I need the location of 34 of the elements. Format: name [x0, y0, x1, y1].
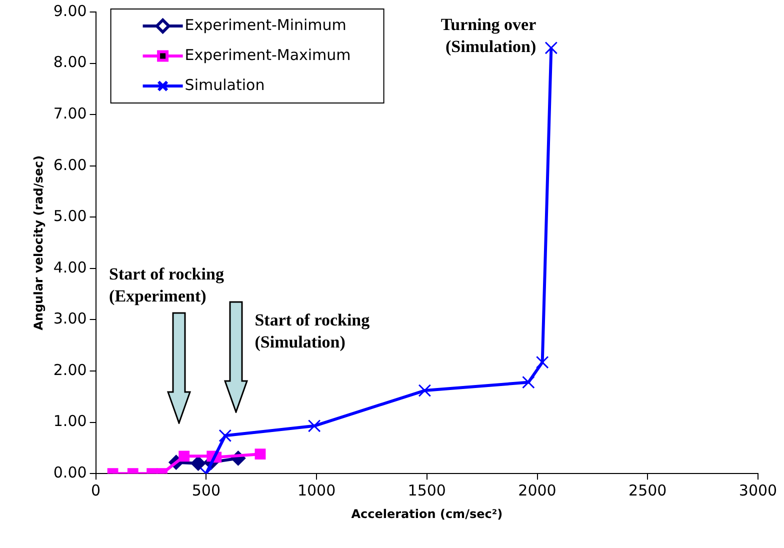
point [254, 448, 266, 460]
y-tick-label: 2.00 [53, 360, 87, 379]
y-tick-label: 8.00 [53, 53, 87, 72]
x-tick-label: 500 [192, 481, 220, 500]
point [536, 356, 549, 369]
x-tick-label: 1500 [408, 481, 446, 500]
annotation: Start of rocking (Experiment) [109, 264, 224, 306]
point [308, 419, 321, 432]
annotation: Turning over (Simulation) [440, 15, 537, 56]
y-tick-label: 1.00 [53, 412, 87, 430]
y-tick-label: 7.00 [53, 104, 87, 122]
y-tick-label: 9.00 [53, 2, 87, 20]
y-tick-label: 0.00 [53, 463, 87, 482]
point [522, 376, 535, 389]
point [190, 456, 206, 471]
y-axis-title: Angular velocity (rad/sec) [31, 155, 46, 330]
x-tick-label: 2500 [628, 481, 667, 500]
point [418, 384, 432, 397]
x-tick-label: 3000 [738, 481, 778, 500]
legend-label: Simulation [184, 76, 265, 94]
y-tick-label: 4.00 [53, 258, 87, 276]
legend-label: Experiment-Maximum [184, 46, 351, 64]
x-tick-label: 2000 [518, 481, 556, 500]
annotation: Start of rocking (Simulation) [254, 310, 370, 352]
y-tick-label: 5.00 [53, 207, 87, 226]
x-tick-label: 1000 [297, 481, 336, 500]
x-tick-label: 0 [91, 481, 101, 500]
point [178, 450, 190, 462]
y-tick-label: 6.00 [53, 156, 87, 174]
x-axis-title: Acceleration (cm/sec²) [351, 506, 503, 521]
point [544, 41, 558, 54]
point [218, 429, 232, 442]
y-tick-label: 3.00 [53, 310, 87, 328]
legend-label: Experiment-Minimum [184, 16, 346, 34]
